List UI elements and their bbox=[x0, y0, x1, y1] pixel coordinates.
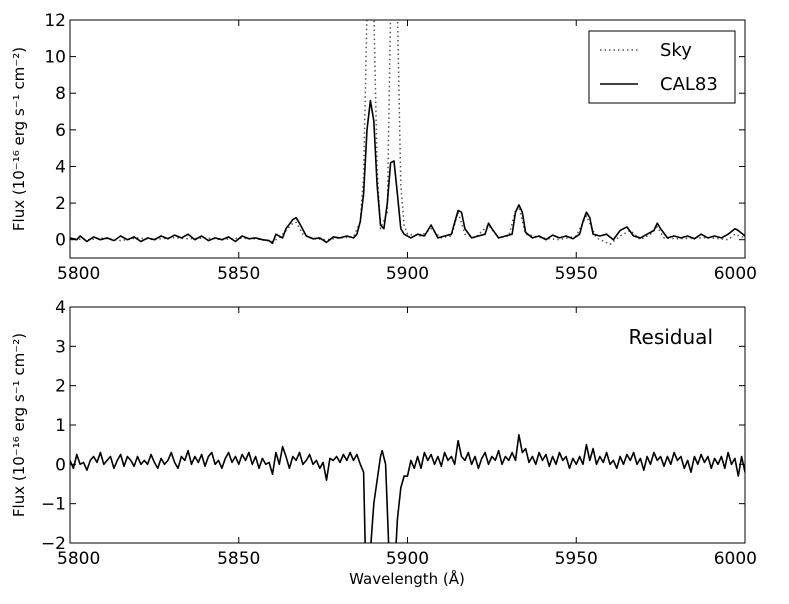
bottom-plot-frame bbox=[69, 306, 746, 544]
top-y-tick-label: 6 bbox=[55, 121, 66, 141]
top-panel: 5800 5850 5900 5950 6000 0 2 4 6 8 10 12 Flux (10⁻¹… bbox=[10, 11, 757, 284]
x-axis-label: Wavelength (Å) bbox=[349, 569, 465, 588]
legend-cal83-label: CAL83 bbox=[660, 74, 718, 95]
top-x-tick-label: 5950 bbox=[555, 264, 598, 284]
top-x-tick-label: 6000 bbox=[714, 264, 757, 284]
top-y-tick-label: 4 bbox=[55, 157, 66, 177]
bottom-x-tick-label: 5900 bbox=[386, 549, 429, 569]
top-y-tick-label: 8 bbox=[55, 84, 66, 104]
bottom-y-tick-label: −1 bbox=[41, 495, 66, 515]
top-y-tick-label: 12 bbox=[44, 11, 66, 31]
bottom-y-tick-label: 1 bbox=[55, 416, 66, 436]
legend-sky-label: Sky bbox=[660, 40, 692, 61]
bottom-y-tick-label: 4 bbox=[55, 298, 66, 318]
legend: Sky CAL83 bbox=[588, 30, 736, 104]
bottom-x-tick-label: 5800 bbox=[57, 549, 100, 569]
bottom-y-tick-label: 0 bbox=[55, 455, 66, 475]
bottom-y-tick-label: −2 bbox=[41, 534, 66, 554]
top-plot-frame bbox=[69, 19, 746, 259]
top-y-tick-label: 0 bbox=[55, 231, 66, 251]
top-series-cal83 bbox=[70, 99, 745, 245]
residual-annotation: Residual bbox=[629, 325, 713, 349]
top-series-layer bbox=[70, 20, 745, 246]
top-axes: 5800 5850 5900 5950 6000 0 2 4 6 8 10 12 bbox=[44, 11, 757, 284]
top-x-tick-label: 5800 bbox=[57, 264, 100, 284]
legend-box bbox=[588, 30, 736, 104]
top-y-tick-label: 10 bbox=[44, 48, 66, 68]
bottom-x-tick-label: 5950 bbox=[555, 549, 598, 569]
bottom-panel: 5800 5850 5900 5950 6000 −2 −1 0 1 2 3 4 Flux (10⁻¹… bbox=[10, 298, 757, 588]
bottom-y-axis-label: Flux (10⁻¹⁶ erg s⁻¹ cm⁻²) bbox=[10, 333, 28, 517]
top-x-tick-label: 5900 bbox=[386, 264, 429, 284]
top-y-tick-label: 2 bbox=[55, 194, 66, 214]
bottom-series-residual bbox=[70, 434, 745, 543]
bottom-axes: 5800 5850 5900 5950 6000 −2 −1 0 1 2 3 4 bbox=[41, 298, 757, 569]
bottom-x-tick-label: 6000 bbox=[714, 549, 757, 569]
bottom-y-tick-label: 3 bbox=[55, 337, 66, 357]
bottom-y-tick-label: 2 bbox=[55, 377, 66, 397]
bottom-x-tick-label: 5850 bbox=[217, 549, 260, 569]
top-x-tick-label: 5850 bbox=[217, 264, 260, 284]
bottom-series-layer bbox=[70, 434, 745, 543]
top-y-axis-label: Flux (10⁻¹⁶ erg s⁻¹ cm⁻²) bbox=[10, 47, 28, 231]
